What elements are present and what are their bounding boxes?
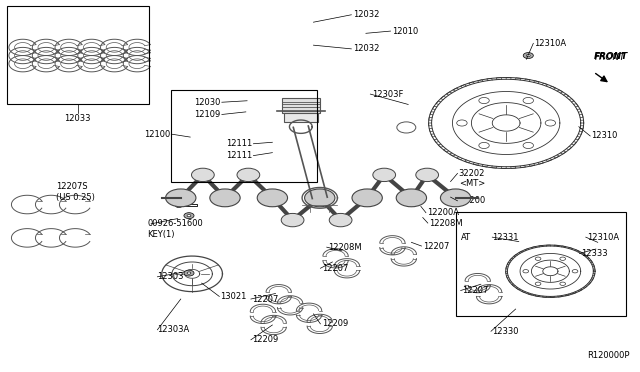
Text: 12100: 12100	[144, 129, 170, 139]
Circle shape	[524, 52, 533, 58]
Circle shape	[523, 97, 534, 103]
Circle shape	[479, 142, 489, 148]
Text: 12111: 12111	[226, 151, 252, 160]
Text: 12032: 12032	[353, 44, 380, 53]
Text: 12200: 12200	[459, 196, 485, 205]
Text: 12207: 12207	[462, 286, 488, 295]
Text: 00926-51600: 00926-51600	[147, 219, 203, 228]
Text: FRONT: FRONT	[593, 52, 628, 61]
Circle shape	[184, 270, 194, 276]
Text: R120000P: R120000P	[587, 351, 630, 360]
Circle shape	[210, 189, 240, 207]
Bar	[282, 98, 320, 113]
Text: 12200A: 12200A	[427, 208, 459, 217]
Circle shape	[329, 214, 352, 227]
Circle shape	[187, 272, 191, 274]
Text: 12310A: 12310A	[534, 39, 566, 48]
Text: 12331: 12331	[492, 232, 519, 242]
Circle shape	[396, 189, 426, 207]
Bar	[7, 6, 149, 105]
Text: FRONT: FRONT	[595, 53, 625, 62]
Circle shape	[572, 270, 578, 273]
Text: 12209: 12209	[322, 320, 348, 328]
Circle shape	[373, 168, 396, 182]
Text: 12033: 12033	[65, 114, 91, 123]
Circle shape	[191, 168, 214, 182]
Text: (US 0.25): (US 0.25)	[56, 193, 95, 202]
Text: 12303: 12303	[157, 272, 184, 281]
Circle shape	[560, 282, 566, 285]
Circle shape	[237, 168, 260, 182]
Circle shape	[457, 120, 467, 126]
Circle shape	[257, 189, 287, 207]
Circle shape	[166, 189, 196, 207]
Circle shape	[560, 257, 566, 260]
Text: AT: AT	[461, 232, 471, 242]
Text: 32202: 32202	[459, 169, 485, 178]
Circle shape	[305, 189, 335, 207]
Text: 13021: 13021	[221, 292, 247, 301]
Text: 12333: 12333	[580, 249, 607, 258]
Circle shape	[416, 168, 438, 182]
Text: 12330: 12330	[492, 327, 519, 336]
Circle shape	[535, 257, 541, 260]
Circle shape	[545, 120, 556, 126]
Text: 12207S: 12207S	[56, 182, 88, 191]
Text: 12030: 12030	[194, 98, 221, 107]
Text: 12208M: 12208M	[429, 219, 463, 228]
Text: 12207: 12207	[423, 241, 449, 250]
Bar	[456, 212, 626, 317]
Text: 12310A: 12310A	[587, 232, 619, 242]
Text: 12310: 12310	[591, 131, 618, 141]
Text: 12209: 12209	[252, 335, 278, 344]
Text: KEY(1): KEY(1)	[147, 230, 175, 240]
Text: 12207: 12207	[322, 264, 348, 273]
Circle shape	[281, 214, 304, 227]
Text: <MT>: <MT>	[459, 179, 485, 188]
Text: 12303A: 12303A	[157, 325, 189, 334]
Text: 12303F: 12303F	[372, 90, 404, 99]
Circle shape	[352, 189, 382, 207]
Text: 12109: 12109	[195, 110, 221, 119]
Circle shape	[184, 213, 194, 219]
Text: 12032: 12032	[353, 10, 380, 19]
Bar	[172, 90, 317, 182]
Circle shape	[440, 189, 471, 207]
Circle shape	[187, 215, 191, 217]
Text: 12208M: 12208M	[328, 243, 362, 251]
Circle shape	[523, 142, 534, 148]
Text: 12111: 12111	[226, 139, 252, 148]
Text: 12207: 12207	[252, 295, 278, 304]
Bar	[284, 113, 318, 122]
Circle shape	[526, 54, 530, 57]
Text: 12010: 12010	[392, 26, 419, 36]
Circle shape	[523, 270, 529, 273]
Circle shape	[535, 282, 541, 285]
Circle shape	[479, 97, 489, 103]
